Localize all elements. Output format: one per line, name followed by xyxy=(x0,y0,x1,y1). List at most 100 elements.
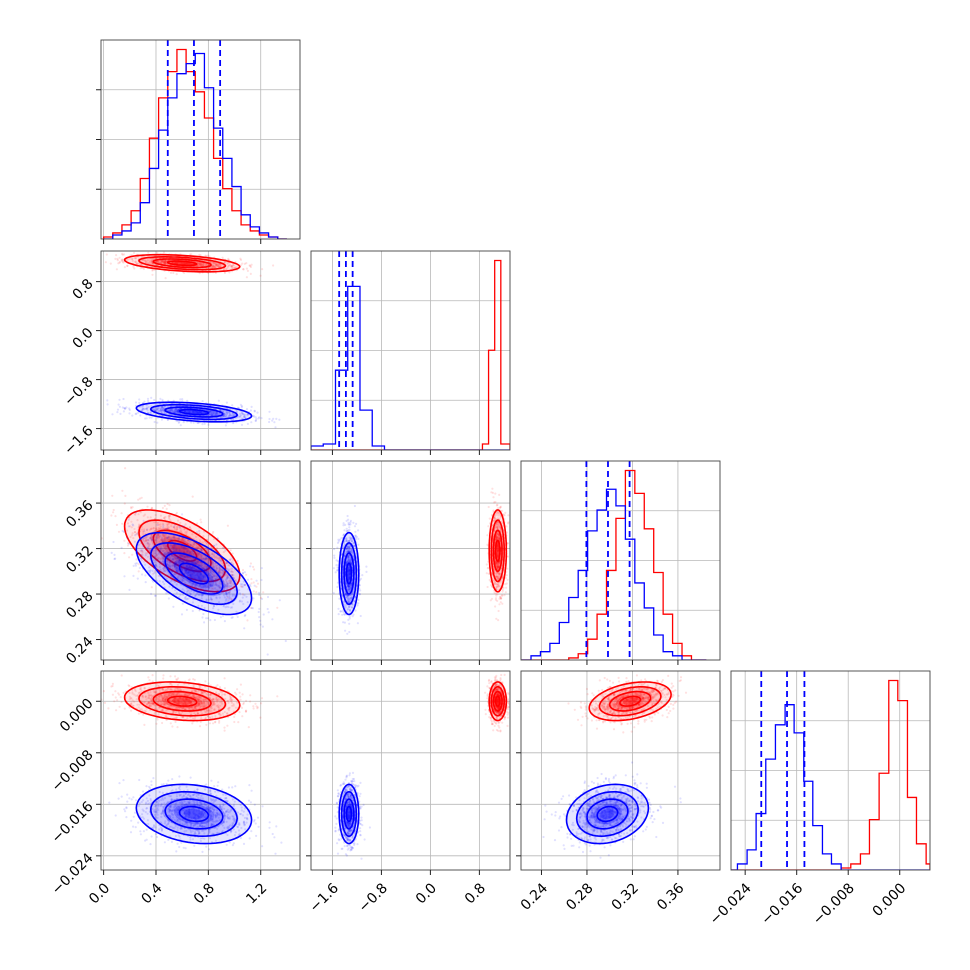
sample-point xyxy=(191,552,194,555)
sample-point xyxy=(163,553,166,556)
sample-point xyxy=(150,261,153,264)
sample-point xyxy=(499,595,502,598)
sample-point xyxy=(158,409,161,412)
sample-point xyxy=(201,541,204,544)
sample-point xyxy=(137,513,140,516)
sample-point xyxy=(155,553,158,557)
sample-point xyxy=(344,604,347,607)
sample-point xyxy=(228,411,231,414)
sample-point xyxy=(200,554,203,557)
sample-point xyxy=(487,525,490,528)
sample-point xyxy=(261,625,264,628)
sample-point xyxy=(219,559,223,562)
sample-point xyxy=(497,507,500,510)
sample-point xyxy=(196,573,199,577)
sample-point xyxy=(203,606,206,610)
sample-point xyxy=(342,601,345,604)
sample-point xyxy=(216,589,219,592)
sample-point xyxy=(134,562,137,565)
sample-point xyxy=(337,538,340,541)
sample-point xyxy=(177,407,180,411)
sample-point xyxy=(500,597,503,600)
sample-point xyxy=(348,570,351,573)
sample-point xyxy=(505,574,508,577)
sample-point xyxy=(231,552,234,555)
sample-point xyxy=(159,407,163,411)
sample-point xyxy=(200,580,203,583)
sample-point xyxy=(177,563,180,566)
sample-point xyxy=(185,569,188,572)
sample-point xyxy=(347,567,350,570)
sample-point xyxy=(209,568,212,572)
sample-point xyxy=(180,613,184,616)
sample-point xyxy=(163,575,166,578)
sample-point xyxy=(115,268,118,271)
sample-point xyxy=(126,541,130,545)
sample-point xyxy=(155,408,159,411)
sample-point xyxy=(228,413,231,416)
sample-point xyxy=(168,538,171,541)
sample-point xyxy=(171,546,174,549)
sample-point xyxy=(215,262,218,265)
sample-point xyxy=(209,571,212,574)
sample-point xyxy=(194,594,197,597)
sample-point xyxy=(241,572,245,575)
sample-point xyxy=(174,564,177,567)
sample-point xyxy=(158,580,161,583)
contour-0-3 xyxy=(167,260,198,267)
sample-point xyxy=(266,595,270,599)
sample-point xyxy=(212,266,215,269)
sample-point xyxy=(209,266,213,269)
sample-point xyxy=(177,556,180,559)
sample-point xyxy=(163,518,167,521)
sample-point xyxy=(207,589,210,592)
sample-point xyxy=(209,577,212,580)
sample-point xyxy=(172,562,175,565)
sample-point xyxy=(225,412,229,415)
sample-point xyxy=(140,559,144,562)
sample-point xyxy=(147,546,150,549)
sample-point xyxy=(173,580,176,583)
sample-point xyxy=(209,410,212,413)
sample-point xyxy=(213,575,216,578)
sample-point xyxy=(181,525,184,528)
sample-point xyxy=(232,562,235,566)
sample-point xyxy=(160,260,163,263)
sample-point xyxy=(231,570,234,574)
sample-point xyxy=(131,257,134,260)
sample-point xyxy=(142,514,145,518)
sample-point xyxy=(216,412,219,415)
sample-point xyxy=(187,566,190,569)
sample-point xyxy=(140,405,143,408)
sample-point xyxy=(202,575,205,579)
sample-point xyxy=(228,594,231,597)
sample-point xyxy=(191,559,194,562)
sample-point xyxy=(247,413,250,416)
sample-point xyxy=(156,260,159,263)
sample-point xyxy=(197,564,200,567)
sample-point xyxy=(345,530,348,533)
sample-point xyxy=(181,549,184,552)
sample-point xyxy=(115,523,118,527)
sample-point xyxy=(167,535,170,539)
sample-point xyxy=(495,535,498,539)
sample-point xyxy=(184,541,187,544)
panel-frame xyxy=(100,460,301,661)
sample-point xyxy=(345,549,348,553)
sample-point xyxy=(226,262,229,266)
sample-point xyxy=(348,572,351,575)
sample-point xyxy=(212,265,215,268)
sample-point xyxy=(348,615,351,618)
sample-point xyxy=(230,561,233,564)
sample-point xyxy=(493,568,496,572)
sample-point xyxy=(163,527,167,530)
sample-point xyxy=(147,399,150,402)
sample-point xyxy=(161,540,164,543)
sample-point xyxy=(162,261,165,264)
sample-point xyxy=(234,266,237,269)
sample-point xyxy=(218,559,221,562)
sample-point xyxy=(194,594,197,598)
sample-point xyxy=(231,573,234,577)
sample-point xyxy=(365,565,368,568)
sample-point xyxy=(162,550,165,553)
